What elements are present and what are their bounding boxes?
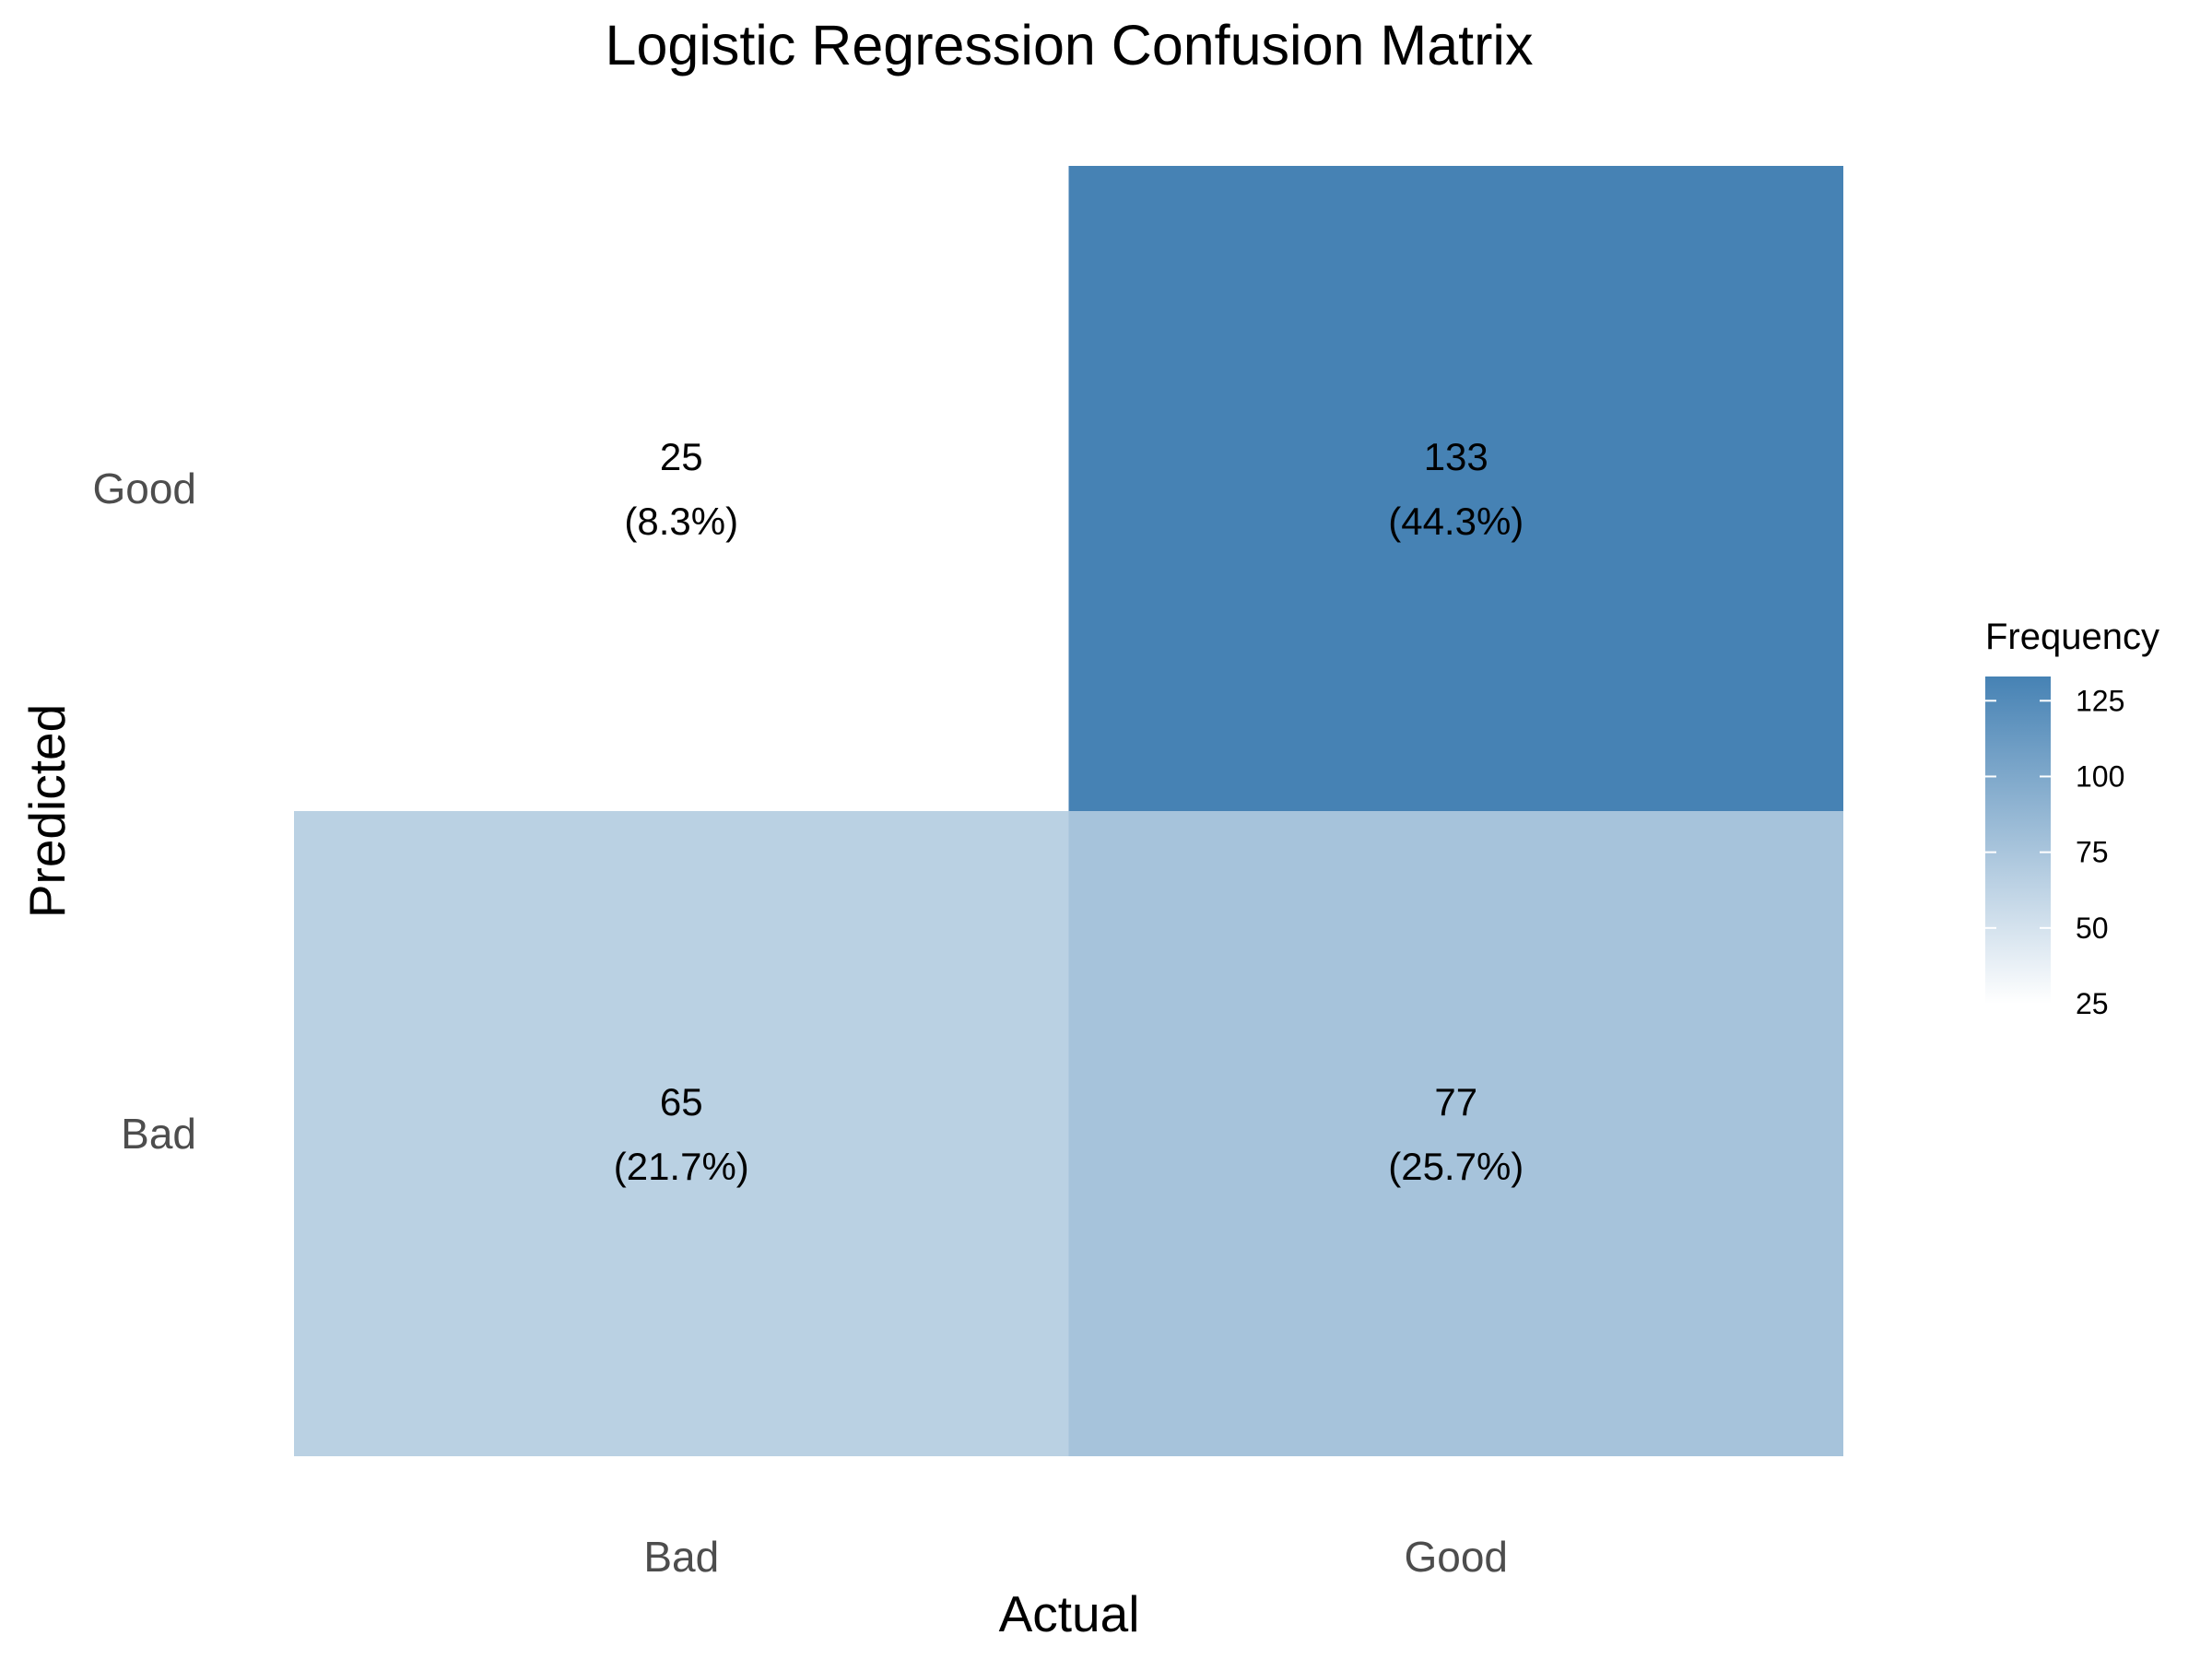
- cell-count-label: 25: [660, 435, 703, 478]
- cell-percent-label: (25.7%): [1388, 1145, 1524, 1188]
- y-axis-title: Predicted: [18, 704, 76, 918]
- x-tick-label: Bad: [643, 1533, 719, 1581]
- heatmap-cell-bad-bad: [294, 811, 1069, 1456]
- heatmap-cell-good-good: [1068, 166, 1843, 811]
- cell-count-label: 65: [660, 1080, 703, 1124]
- legend-tick-label: 125: [2076, 684, 2124, 717]
- y-axis-ticks: Bad Good: [92, 465, 196, 1158]
- legend-ticks: 25 50 75 100 125: [1985, 684, 2124, 1020]
- x-tick-label: Good: [1404, 1533, 1508, 1581]
- cell-percent-label: (44.3%): [1388, 500, 1524, 543]
- legend-tick-label: 25: [2076, 987, 2109, 1020]
- legend: Frequency 25 50 75 100 125: [1985, 617, 2159, 1020]
- y-tick-label: Good: [92, 465, 196, 512]
- legend-tick-label: 75: [2076, 836, 2109, 869]
- chart-title: Logistic Regression Confusion Matrix: [606, 14, 1534, 76]
- legend-tick-label: 50: [2076, 912, 2109, 945]
- plot-cells: [294, 166, 1843, 1456]
- y-tick-label: Bad: [121, 1110, 196, 1158]
- plot-cell-labels: 25 (8.3%) 133 (44.3%) 65 (21.7%) 77 (25.7%): [614, 435, 1524, 1188]
- heatmap-cell-bad-good: [1068, 811, 1843, 1456]
- cell-percent-label: (21.7%): [614, 1145, 749, 1188]
- x-axis-ticks: Bad Good: [643, 1533, 1508, 1581]
- x-axis-title: Actual: [999, 1585, 1140, 1642]
- legend-colorbar: [1985, 677, 2051, 1004]
- heatmap-cell-good-bad: [294, 166, 1069, 811]
- legend-title: Frequency: [1985, 617, 2159, 657]
- cell-percent-label: (8.3%): [624, 500, 738, 543]
- cell-count-label: 77: [1434, 1080, 1477, 1124]
- legend-tick-label: 100: [2076, 759, 2124, 793]
- cell-count-label: 133: [1424, 435, 1488, 478]
